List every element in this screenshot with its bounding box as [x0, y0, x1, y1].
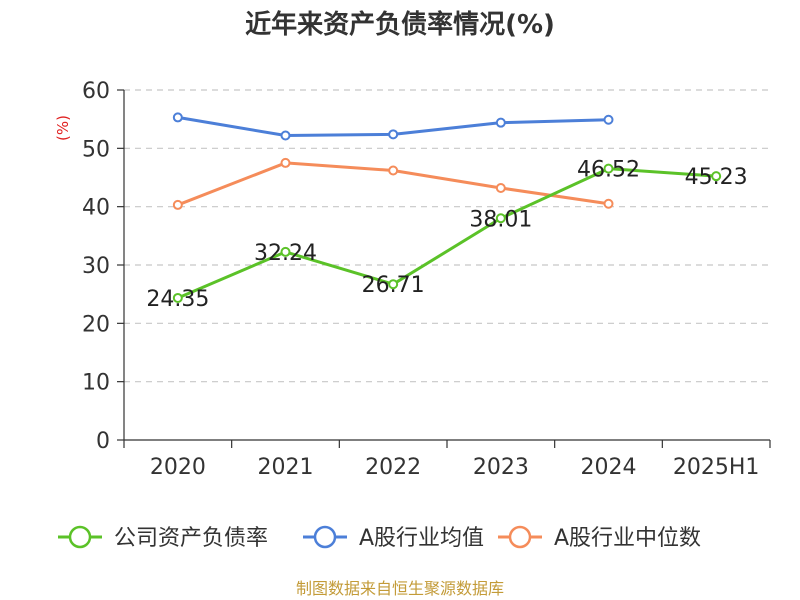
data-point: [280, 130, 291, 141]
series-lines: [172, 112, 722, 303]
data-label: 24.35: [146, 287, 209, 312]
y-tick-label: 40: [82, 196, 110, 221]
y-tick-label: 30: [82, 254, 110, 279]
x-tick-label: 2021: [258, 455, 314, 480]
source-note: 制图数据来自恒生聚源数据库: [296, 579, 504, 598]
data-point: [495, 213, 506, 224]
legend-swatch-marker: [313, 525, 337, 549]
data-label: 26.71: [362, 273, 425, 298]
data-point: [388, 279, 399, 290]
legend-item: A股行业中位数: [498, 525, 701, 551]
data-label: 46.52: [577, 158, 640, 183]
y-tick-label: 20: [82, 312, 110, 337]
legend-item: A股行业均值: [303, 525, 484, 551]
legend-label: 公司资产负债率: [114, 526, 268, 551]
data-point: [388, 165, 399, 176]
data-point: [280, 157, 291, 168]
data-labels: 24.35 32.24 26.71 38.01 46.52 45.23: [146, 158, 747, 312]
y-tick-label: 50: [82, 137, 110, 162]
data-point: [711, 171, 722, 182]
y-tick-label: 60: [82, 79, 110, 104]
x-tick-label: 2022: [365, 455, 421, 480]
x-tick-label: 2020: [150, 455, 206, 480]
legend-swatch-marker: [508, 525, 532, 549]
chart-title: 近年来资产负债率情况(%): [245, 9, 555, 40]
data-point: [172, 112, 183, 123]
legend-item: 公司资产负债率: [58, 525, 268, 551]
data-point: [280, 246, 291, 257]
data-point: [172, 292, 183, 303]
y-axis-unit: (%): [54, 115, 72, 141]
grid-lines: [124, 89, 770, 383]
axes: 0 10 20 30 40 50 60 2020 2021 2022 2023 2024 2025H1: [82, 79, 771, 480]
x-tick-label: 2024: [581, 455, 637, 480]
data-point: [495, 183, 506, 193]
series-line-0: [177, 167, 717, 300]
data-point: [603, 163, 614, 174]
legend-swatch-marker: [68, 525, 92, 549]
data-point: [603, 198, 614, 209]
data-point: [388, 129, 399, 140]
data-label: 45.23: [685, 165, 748, 190]
y-tick-label: 0: [96, 429, 110, 454]
x-tick-label: 2023: [473, 455, 529, 480]
x-tick-label: 2025H1: [673, 455, 760, 480]
data-point: [603, 114, 614, 125]
y-tick-label: 10: [82, 371, 110, 396]
data-label: 38.01: [469, 207, 532, 232]
data-point: [495, 117, 506, 128]
legend-label: A股行业中位数: [554, 526, 701, 551]
data-point: [172, 199, 183, 210]
data-label: 32.24: [254, 241, 317, 266]
legend: 公司资产负债率 A股行业均值 A股行业中位数: [58, 525, 701, 551]
legend-label: A股行业均值: [359, 526, 484, 551]
